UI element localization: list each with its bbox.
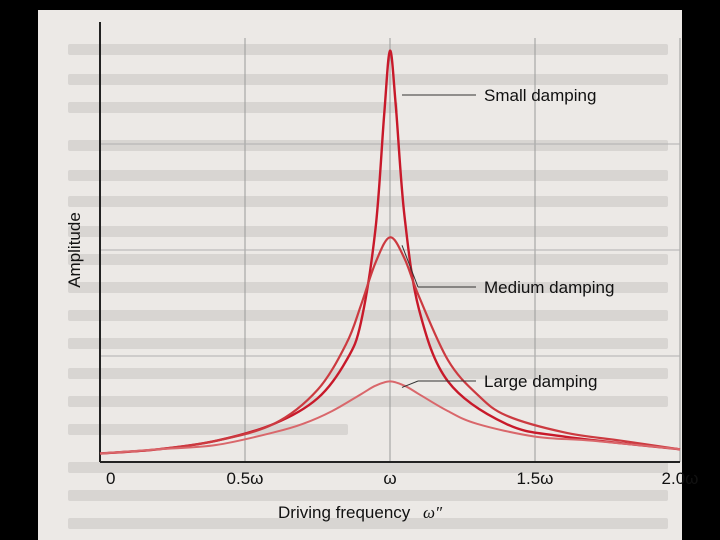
x-tick-label: 0 bbox=[106, 469, 115, 488]
series-labels: Small damping Medium damping Large damping bbox=[484, 86, 614, 391]
x-tick-label: ω bbox=[383, 469, 396, 488]
x-tick-labels: 0 0.5ω ω 1.5ω 2.0ω bbox=[106, 469, 698, 488]
legend-leaders bbox=[401, 94, 476, 388]
x-axis-label: Driving frequency ω″ bbox=[278, 503, 443, 522]
curve-medium-damping bbox=[99, 236, 681, 455]
x-tick-label: 2.0ω bbox=[662, 469, 699, 488]
leader-line bbox=[401, 245, 419, 288]
series-label: Large damping bbox=[484, 372, 597, 391]
curves bbox=[99, 49, 681, 455]
series-label: Small damping bbox=[484, 86, 596, 105]
x-axis-label-text: Driving frequency bbox=[278, 503, 411, 522]
y-axis-label: Amplitude bbox=[65, 212, 84, 288]
series-label: Medium damping bbox=[484, 278, 614, 297]
x-tick-label: 0.5ω bbox=[227, 469, 264, 488]
grid bbox=[100, 38, 681, 462]
x-tick-label: 1.5ω bbox=[517, 469, 554, 488]
x-axis-label-symbol: ω″ bbox=[423, 503, 443, 522]
leader-line bbox=[401, 380, 419, 388]
curve-large-damping bbox=[99, 380, 681, 455]
